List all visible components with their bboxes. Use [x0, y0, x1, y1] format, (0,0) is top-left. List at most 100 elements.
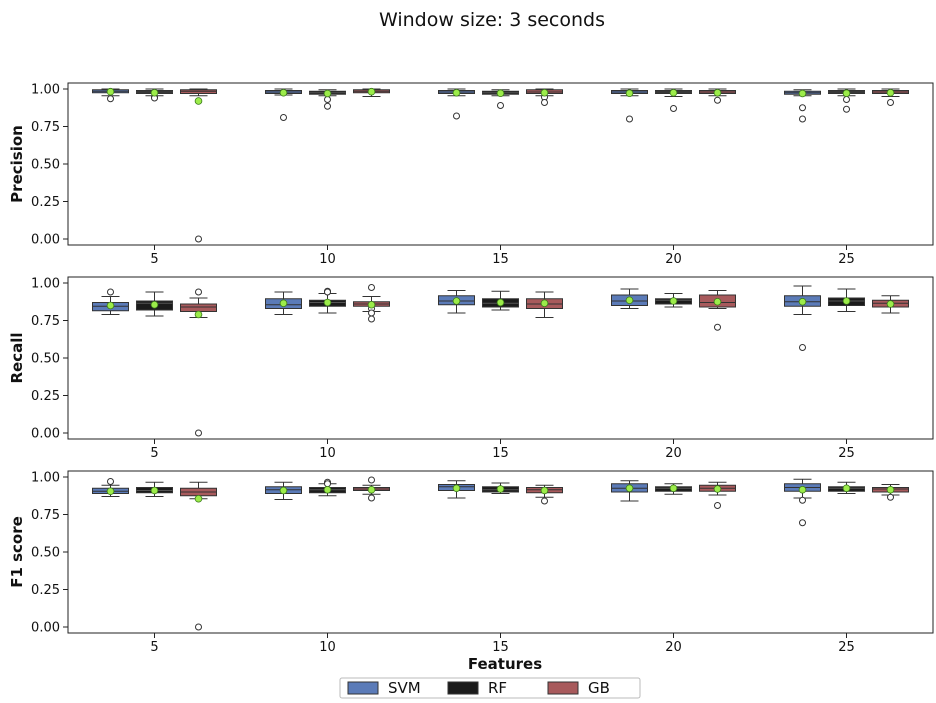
box-gb-25 [872, 88, 909, 106]
outlier-point [368, 476, 375, 484]
outlier-point [843, 105, 850, 113]
outlier-point [280, 114, 287, 121]
box-gb-5 [180, 481, 217, 631]
mean-marker [669, 484, 678, 493]
box-gb-25 [872, 295, 909, 314]
box-svm-20 [611, 88, 648, 123]
subplot-recall: 0.00 0.25 0.50 0.75 1.00 5 10 15 20 25 Recall [8, 276, 934, 461]
outlier-point [799, 496, 806, 504]
mean-marker [798, 297, 807, 306]
box-body [180, 303, 217, 312]
box-gb-10 [353, 476, 390, 502]
legend: SVM RF GB [339, 677, 641, 699]
box-gb-10 [353, 87, 390, 97]
mean-marker [323, 89, 332, 98]
box-rf-10 [309, 89, 346, 110]
outlier-point [195, 235, 202, 243]
box-svm-5 [92, 478, 129, 497]
outlier-point [714, 502, 721, 509]
x-tick-label: 10 [319, 252, 336, 267]
y-tick-label: 0.75 [31, 508, 60, 523]
subplot-group: 0.00 0.25 0.50 0.75 1.00 5 10 15 20 25 Precision 0.… [8, 82, 934, 655]
y-tick-label: 0.25 [31, 583, 60, 598]
y-tick-label: 0.50 [31, 352, 60, 367]
y-axis-label: Precision [8, 125, 26, 203]
mean-marker [150, 300, 159, 309]
box-rf-5 [136, 481, 173, 497]
legend-swatch-rf [447, 681, 479, 695]
box-rf-10 [309, 478, 346, 497]
legend-swatch-gb [547, 681, 579, 695]
y-tick-label: 0.00 [31, 427, 60, 442]
mean-marker [323, 485, 332, 494]
mean-marker [150, 88, 159, 97]
outlier-point [714, 96, 721, 104]
box-gb-20 [699, 481, 736, 509]
mean-marker [106, 87, 115, 96]
mean-marker [886, 300, 895, 308]
mean-marker [452, 88, 461, 97]
legend-label-svm: SVM [388, 679, 421, 697]
outlier-point [799, 104, 806, 112]
mean-marker [367, 300, 376, 309]
mean-marker [279, 88, 288, 97]
outlier-point [368, 284, 375, 291]
mean-marker [496, 89, 505, 97]
box-svm-15 [438, 290, 475, 314]
mean-marker [842, 89, 851, 97]
mean-marker [713, 88, 722, 97]
legend-label-gb: GB [588, 679, 610, 697]
subplot-f1-score: 0.00 0.25 0.50 0.75 1.00 5 10 15 20 25 F1 score [8, 470, 934, 655]
box-rf-20 [655, 293, 692, 308]
box-rf-20 [655, 483, 692, 495]
mean-marker [150, 486, 159, 495]
box-rf-10 [309, 287, 346, 314]
box-svm-25 [784, 89, 821, 123]
box-svm-15 [438, 480, 475, 499]
y-tick-label: 1.00 [31, 277, 60, 292]
box-gb-5 [180, 88, 217, 243]
outlier-point [497, 102, 504, 109]
x-tick-label: 10 [319, 446, 336, 461]
outlier-point [541, 99, 548, 106]
mean-marker [886, 485, 895, 494]
outlier-point [107, 288, 114, 296]
box-gb-25 [872, 484, 909, 501]
y-axis-label: Recall [8, 332, 26, 383]
box-svm-20 [611, 480, 648, 502]
y-tick-label: 1.00 [31, 83, 60, 98]
box-svm-20 [611, 288, 648, 309]
mean-marker [842, 484, 851, 493]
mean-marker [713, 485, 722, 493]
mean-marker [496, 485, 505, 493]
mean-marker [540, 486, 549, 495]
x-tick-label: 5 [150, 446, 158, 461]
mean-marker [625, 296, 634, 305]
x-tick-label: 15 [492, 252, 509, 267]
mean-marker [367, 485, 376, 494]
outlier-point [324, 480, 331, 488]
outlier-point [799, 115, 806, 123]
legend-swatch-svm [347, 681, 379, 695]
mean-marker [540, 88, 549, 97]
mean-marker [279, 299, 288, 308]
x-axis-label: Features [468, 655, 542, 673]
box-svm-25 [784, 478, 821, 527]
outlier-point [670, 105, 677, 112]
outlier-point [453, 112, 460, 120]
outlier-point [324, 288, 331, 296]
x-tick-label: 20 [665, 252, 682, 267]
mean-marker [496, 298, 505, 307]
mean-marker [452, 297, 461, 305]
outlier-point [843, 96, 850, 103]
y-tick-label: 0.75 [31, 314, 60, 329]
mean-marker [106, 487, 115, 496]
mean-marker [842, 297, 851, 305]
box-rf-25 [828, 88, 865, 113]
outlier-point [195, 288, 202, 296]
box-rf-15 [482, 482, 519, 494]
box-gb-10 [353, 284, 390, 323]
x-tick-label: 25 [838, 252, 855, 267]
box-svm-5 [92, 288, 129, 315]
outlier-point [541, 497, 548, 505]
